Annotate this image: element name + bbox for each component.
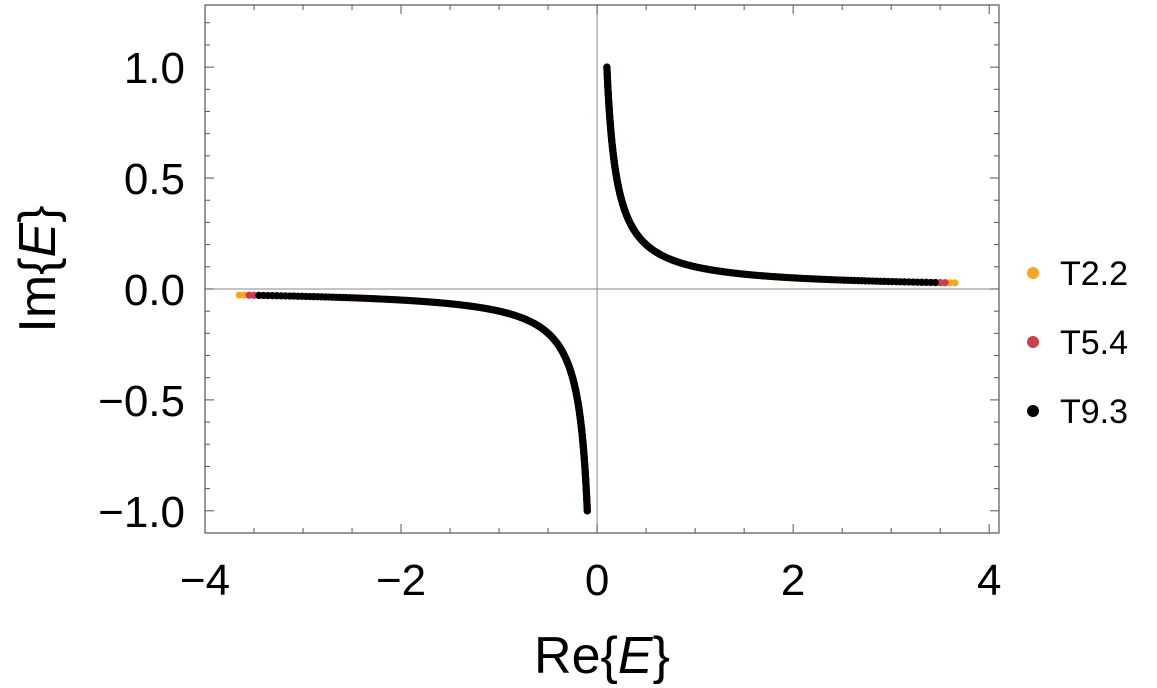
zero-lines xyxy=(205,5,999,533)
plot-frame xyxy=(204,4,1000,534)
y-tick-label: 0.5 xyxy=(124,155,185,204)
x-tick-label: −2 xyxy=(376,556,426,605)
y-tick-label: −1.0 xyxy=(98,488,185,537)
tick-labels: −4 −2 0 2 4 −1.0 −0.5 0.0 0.5 1.0 xyxy=(98,44,1001,605)
data-point xyxy=(235,291,243,299)
legend-marker xyxy=(1027,336,1039,348)
y-tick-label: 1.0 xyxy=(124,44,185,93)
x-tick-label: 2 xyxy=(781,556,805,605)
y-tick-label: −0.5 xyxy=(98,377,185,426)
x-tick-label: 0 xyxy=(585,556,609,605)
x-axis-title: Re{E} xyxy=(534,627,670,685)
x-tick-label: 4 xyxy=(977,556,1001,605)
data-point xyxy=(583,507,591,515)
data-point xyxy=(931,278,939,287)
data-points xyxy=(235,63,959,515)
data-point xyxy=(255,291,263,299)
y-tick-label: 0.0 xyxy=(124,266,185,315)
legend-label: T2.2 xyxy=(1060,255,1128,293)
legend-label: T9.3 xyxy=(1060,393,1128,431)
data-point xyxy=(941,279,949,287)
x-tick-label: −4 xyxy=(180,556,230,605)
y-axis-title: Im{E} xyxy=(9,205,67,332)
legend-marker xyxy=(1027,267,1039,279)
legend-label: T5.4 xyxy=(1060,324,1128,362)
series-T9.3 xyxy=(255,63,939,515)
legend-marker xyxy=(1027,405,1039,417)
axis-ticks xyxy=(204,5,999,534)
data-point xyxy=(951,279,959,287)
data-point xyxy=(245,291,253,299)
legend: T2.2 T5.4 T9.3 xyxy=(1027,255,1128,431)
data-point xyxy=(603,63,611,71)
